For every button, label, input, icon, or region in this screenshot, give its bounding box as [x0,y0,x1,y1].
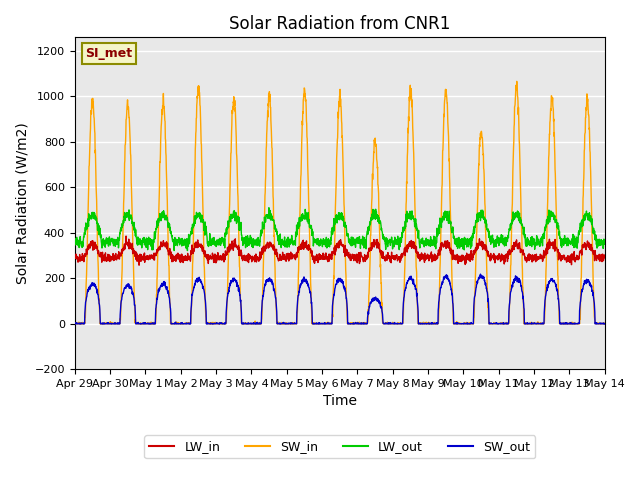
Y-axis label: Solar Radiation (W/m2): Solar Radiation (W/m2) [15,122,29,284]
Legend: LW_in, SW_in, LW_out, SW_out: LW_in, SW_in, LW_out, SW_out [145,435,535,458]
X-axis label: Time: Time [323,395,356,408]
Text: SI_met: SI_met [85,47,132,60]
Title: Solar Radiation from CNR1: Solar Radiation from CNR1 [229,15,451,33]
